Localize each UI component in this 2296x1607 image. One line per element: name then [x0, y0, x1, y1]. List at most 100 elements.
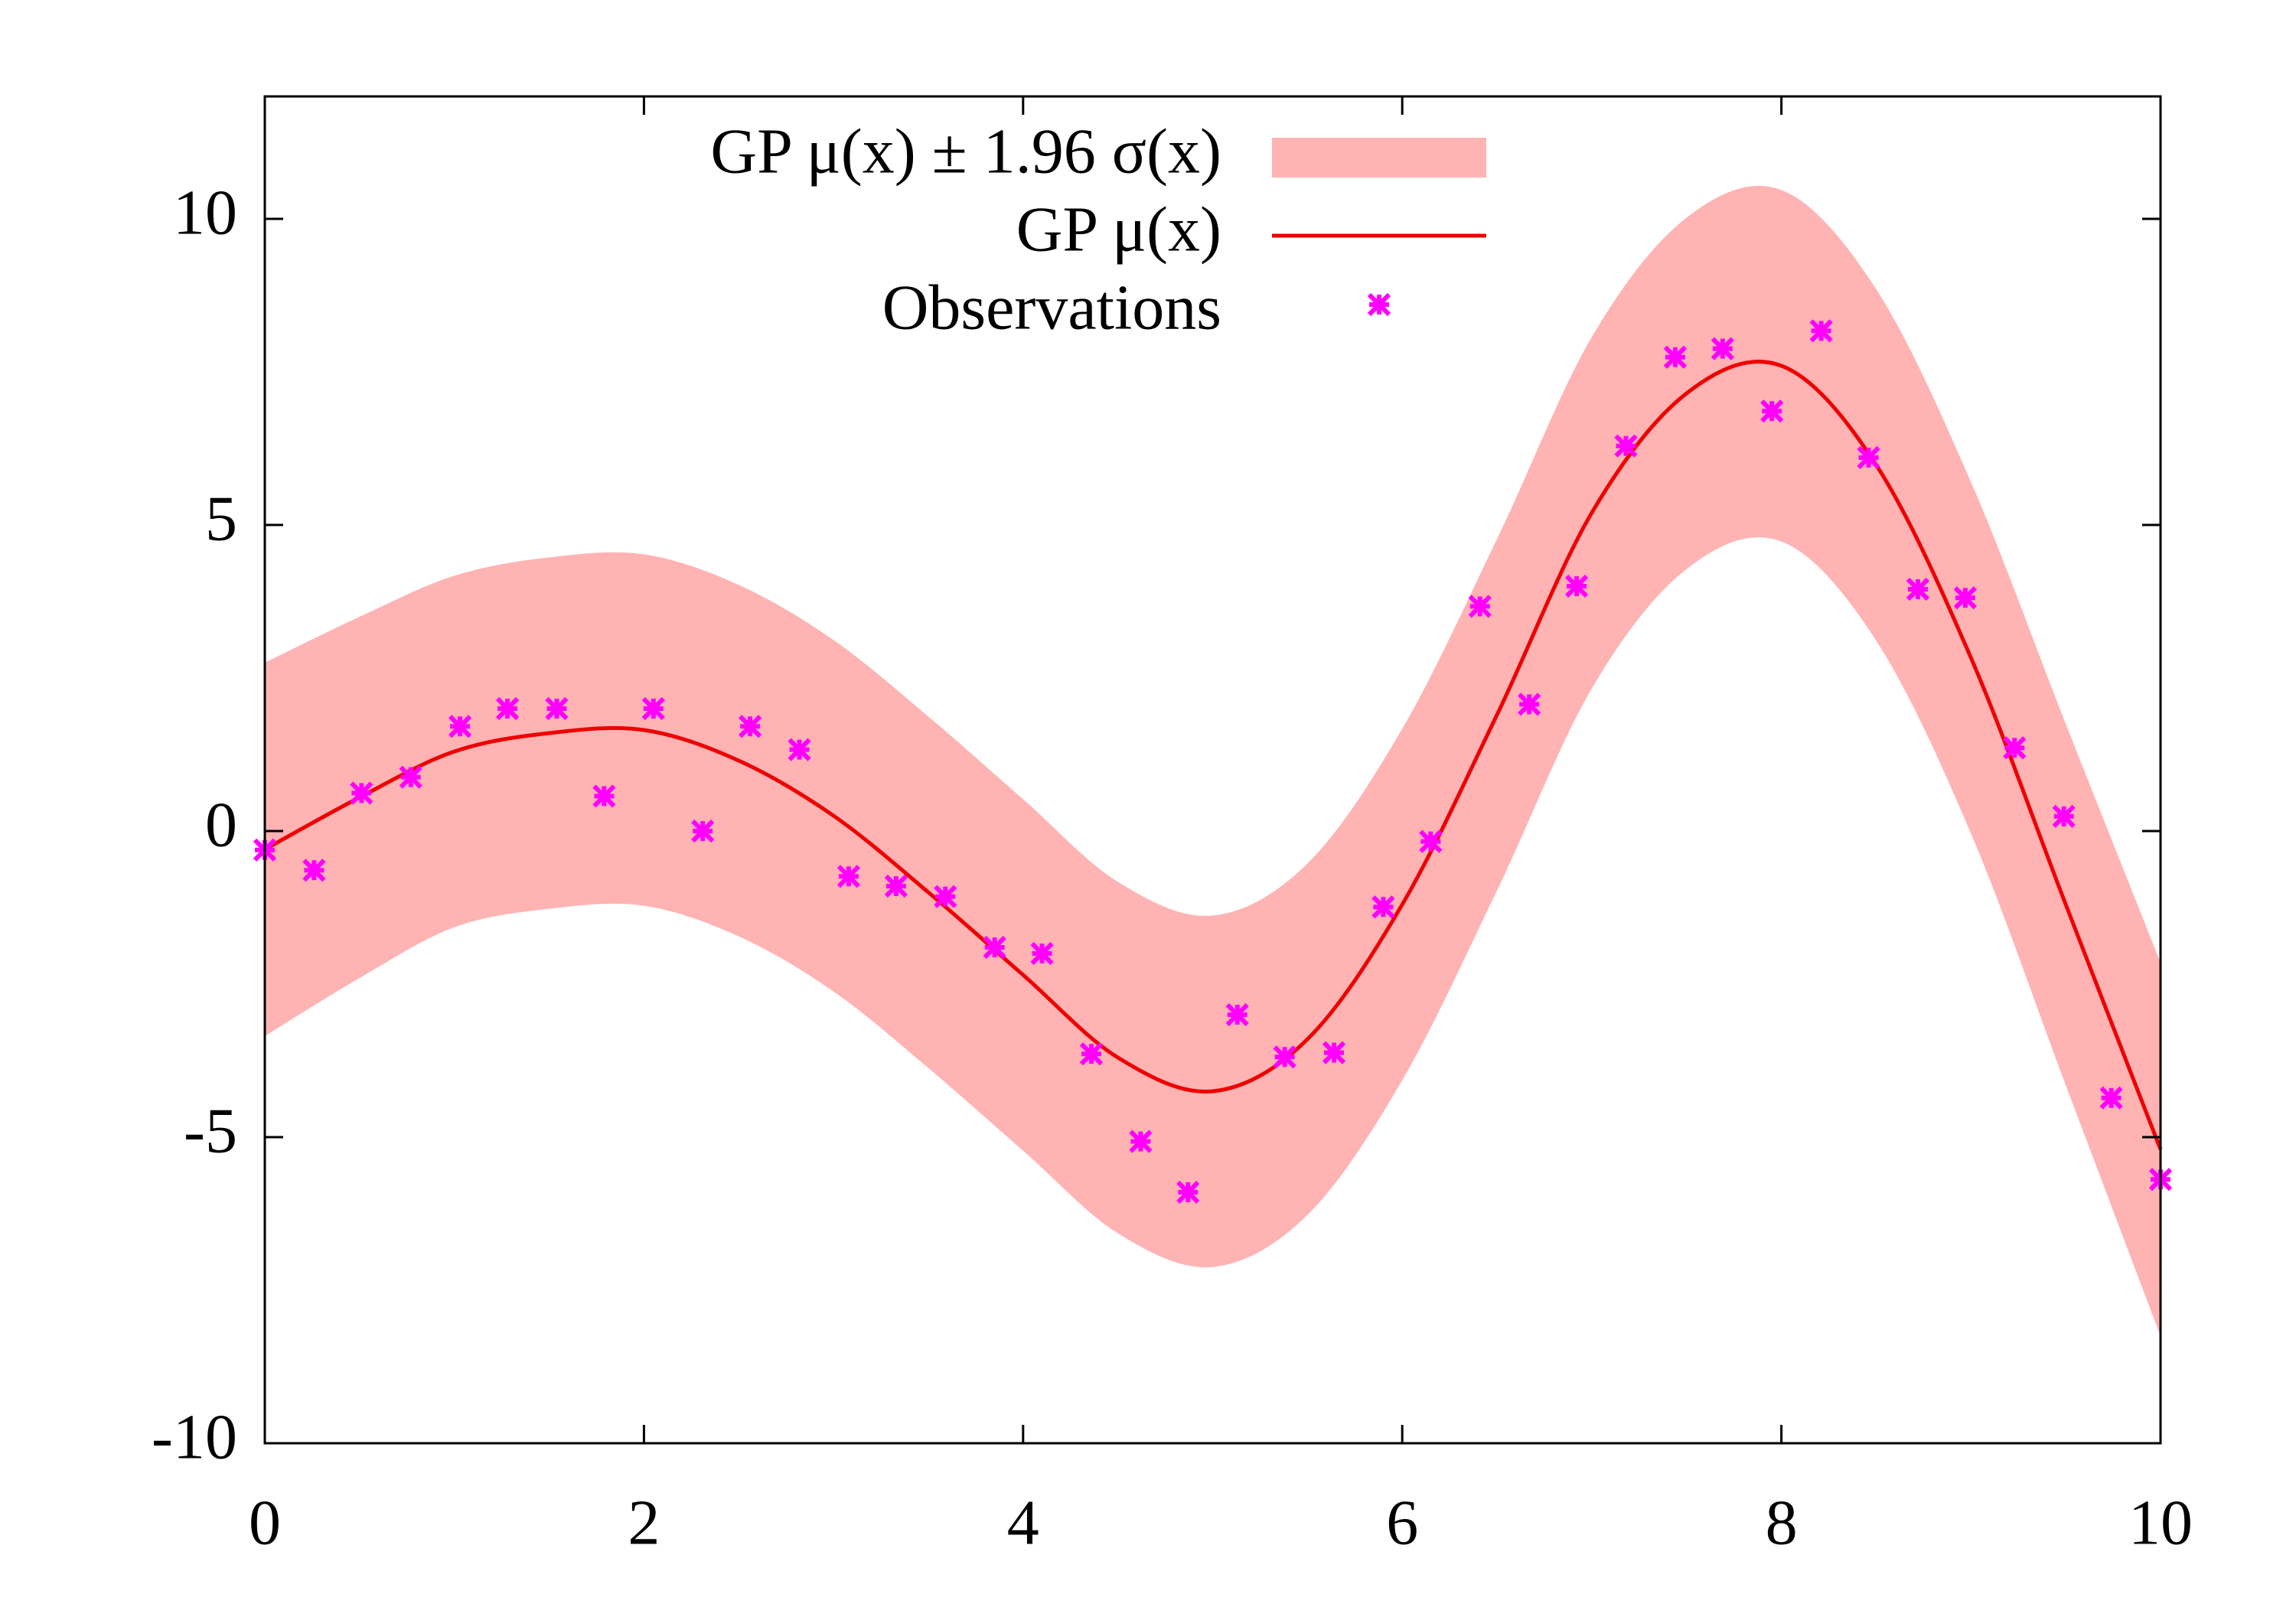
observation: [350, 781, 373, 805]
legend-swatch: [1367, 292, 1391, 317]
marker-stroke: [448, 715, 472, 738]
marker-stroke: [2099, 1086, 2123, 1110]
observation: [837, 865, 861, 888]
y-tick-label: 10: [173, 177, 237, 248]
observation: [1906, 577, 1930, 601]
observation: [1663, 345, 1688, 369]
observation: [1079, 1042, 1104, 1066]
observation: [1809, 319, 1833, 343]
observation: [1468, 595, 1492, 618]
observation: [448, 715, 472, 738]
observation: [1419, 830, 1443, 853]
x-tick-label: 6: [1386, 1487, 1418, 1558]
marker-stroke: [837, 865, 861, 888]
marker-stroke: [1906, 577, 1930, 601]
observation: [1518, 693, 1541, 716]
observation: [1273, 1045, 1296, 1069]
marker-stroke: [1371, 895, 1395, 919]
legend: GP μ(x) ± 1.96 σ(x)GP μ(x)Observations: [710, 116, 1486, 343]
marker-stroke: [495, 696, 520, 721]
marker-stroke: [1518, 693, 1541, 716]
observation: [1564, 574, 1589, 598]
observation: [1176, 1180, 1200, 1204]
marker-stroke: [1129, 1129, 1153, 1153]
observation: [691, 819, 715, 843]
observation: [1129, 1129, 1153, 1153]
marker-stroke: [691, 819, 715, 843]
marker-stroke: [738, 715, 762, 738]
observation: [1371, 895, 1395, 919]
marker-stroke: [934, 885, 957, 908]
observation: [1030, 941, 1054, 966]
observation: [1760, 399, 1784, 423]
observation: [1711, 337, 1734, 360]
marker-stroke: [350, 781, 373, 805]
y-tick-label: -5: [184, 1095, 237, 1166]
legend-label: GP μ(x): [1016, 194, 1221, 265]
confidence-band: [265, 185, 2161, 1337]
observation: [2099, 1086, 2123, 1110]
y-tick-label: 5: [205, 483, 237, 554]
x-tick-label: 2: [628, 1487, 660, 1558]
marker-stroke: [1030, 941, 1054, 966]
observation: [884, 874, 908, 898]
observation: [1322, 1041, 1346, 1064]
marker-stroke: [2003, 736, 2027, 760]
plot-frame: [263, 95, 2162, 1445]
observation: [983, 935, 1006, 960]
observation: [399, 765, 422, 789]
marker-stroke: [1953, 586, 1977, 610]
marker-stroke: [1711, 337, 1734, 360]
marker-stroke: [592, 784, 616, 808]
observation: [934, 885, 957, 908]
axes: 0 2 4 6 8 10 -10 -5 0 5 10: [152, 96, 2193, 1558]
observation: [1225, 1002, 1249, 1027]
y-tick-label: 0: [205, 789, 237, 860]
marker-stroke: [1079, 1042, 1104, 1066]
marker-stroke: [1468, 595, 1492, 618]
marker-stroke: [1176, 1180, 1200, 1204]
mean-line: [263, 360, 2163, 1150]
marker-stroke: [884, 874, 908, 898]
observation: [2052, 804, 2076, 828]
x-tick-label: 0: [249, 1487, 281, 1558]
observation: [1857, 445, 1880, 470]
marker-stroke: [1564, 574, 1589, 598]
marker-stroke: [545, 696, 569, 721]
observation: [788, 738, 811, 761]
marker-stroke: [788, 738, 811, 761]
x-tick-label: 4: [1007, 1487, 1039, 1558]
legend-swatch: [1272, 138, 1486, 178]
legend-label: GP μ(x) ± 1.96 σ(x): [710, 116, 1221, 187]
plot-area: [253, 185, 2173, 1337]
observation: [592, 784, 616, 808]
marker-stroke: [302, 859, 326, 882]
marker-stroke: [1809, 319, 1833, 343]
marker-stroke: [1419, 830, 1443, 853]
marker-stroke: [1273, 1045, 1296, 1069]
marker-stroke: [1367, 292, 1391, 317]
marker-stroke: [1614, 434, 1638, 458]
y-tick-label: -10: [152, 1401, 237, 1472]
marker-stroke: [1663, 345, 1688, 369]
observation: [495, 696, 520, 721]
observation: [545, 696, 569, 721]
marker-stroke: [1225, 1002, 1249, 1027]
observation: [1614, 434, 1638, 458]
marker-stroke: [1322, 1041, 1346, 1064]
legend-label: Observations: [882, 272, 1221, 343]
observation: [641, 696, 665, 721]
marker-stroke: [1857, 445, 1880, 470]
observation: [302, 859, 326, 882]
marker-stroke: [2052, 804, 2076, 828]
marker-stroke: [1760, 399, 1784, 423]
marker-stroke: [983, 935, 1006, 960]
observation: [2003, 736, 2027, 760]
x-tick-label: 8: [1766, 1487, 1798, 1558]
marker-stroke: [641, 696, 665, 721]
marker-stroke: [399, 765, 422, 789]
x-tick-label: 10: [2128, 1487, 2193, 1558]
observation: [1953, 586, 1977, 610]
